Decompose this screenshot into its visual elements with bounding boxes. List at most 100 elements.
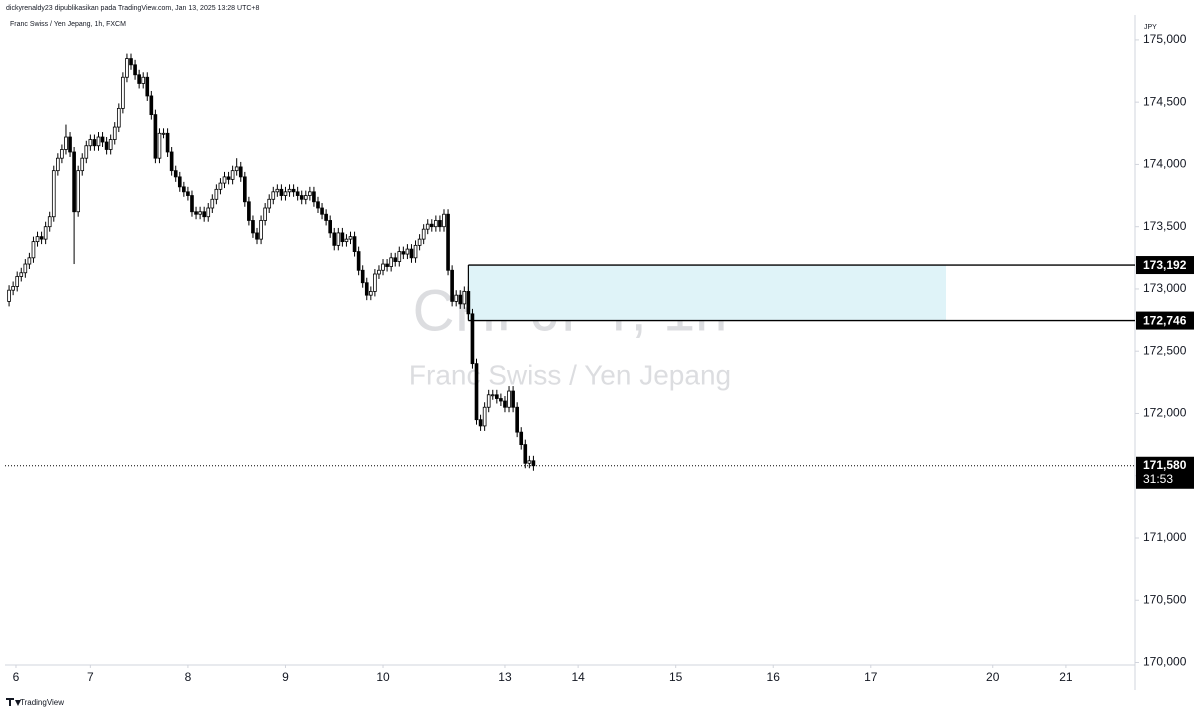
- candle-body: [401, 251, 406, 255]
- candle-body: [15, 276, 20, 287]
- candle-body: [417, 238, 422, 246]
- x-tick-label: 17: [864, 670, 878, 684]
- x-tick-label: 21: [1059, 670, 1073, 684]
- candle-body: [68, 136, 72, 153]
- candle-body: [429, 223, 434, 228]
- zone-label: 172,746: [1143, 314, 1187, 328]
- candle-body: [31, 241, 36, 259]
- candle-body: [515, 406, 519, 433]
- candle-body: [478, 419, 483, 427]
- candle-body: [434, 220, 438, 228]
- candle-body: [446, 213, 450, 271]
- candle-body: [425, 223, 430, 230]
- publisher: dickyrenaldy23 dipublikasikan pada Tradi…: [6, 5, 259, 12]
- candle-body: [523, 444, 528, 464]
- zone-label: 173,192: [1143, 258, 1187, 272]
- candle-body: [165, 132, 170, 153]
- y-tick-label: 172,500: [1143, 343, 1187, 357]
- logo: [6, 698, 21, 706]
- candle-body: [450, 269, 454, 302]
- candle-body: [157, 132, 162, 159]
- candle-body: [466, 291, 471, 315]
- currency: JPY: [1144, 24, 1157, 31]
- candle-body: [490, 394, 495, 397]
- x-tick-label: 8: [185, 670, 192, 684]
- candle-body: [364, 282, 369, 296]
- x-tick-label: 15: [669, 670, 683, 684]
- candle-body: [397, 251, 402, 262]
- candle-body: [495, 394, 499, 399]
- candle-body: [133, 64, 137, 76]
- candle-body: [137, 74, 141, 84]
- candle-body: [507, 390, 511, 408]
- candle-body: [531, 460, 536, 467]
- last-price-label: 171,580: [1143, 458, 1187, 472]
- candle-body: [295, 191, 300, 196]
- y-tick-label: 171,000: [1143, 530, 1187, 544]
- x-tick-label: 7: [87, 670, 94, 684]
- candle-body: [76, 170, 80, 213]
- countdown: 31:53: [1143, 472, 1173, 486]
- candle-body: [56, 157, 60, 172]
- candle-body: [336, 232, 341, 246]
- candle-body: [519, 431, 524, 445]
- candle-body: [19, 272, 24, 277]
- symbol-line: Franc Swiss / Yen Jepang, 1h, FXCM: [10, 21, 126, 28]
- candle-body: [92, 139, 97, 147]
- y-tick-label: 174,500: [1143, 94, 1187, 108]
- candle-body: [527, 460, 532, 464]
- candle-body: [51, 170, 56, 218]
- y-tick-label: 174,000: [1143, 157, 1187, 171]
- candle-body: [299, 195, 304, 200]
- candle-body: [255, 232, 259, 240]
- candle-body: [161, 132, 166, 135]
- candle-body: [35, 236, 40, 243]
- candle-body: [393, 257, 398, 262]
- y-tick-label: 173,500: [1143, 219, 1187, 233]
- candle-body: [121, 76, 125, 109]
- candle-body: [23, 263, 28, 274]
- candle-body: [153, 114, 158, 159]
- candle-body: [438, 220, 442, 228]
- candle-body: [373, 273, 377, 292]
- candle-body: [190, 195, 194, 213]
- x-tick-label: 20: [986, 670, 1000, 684]
- candle-body: [27, 257, 32, 265]
- candle-body: [474, 363, 479, 421]
- candle-body: [454, 294, 459, 302]
- candle-body: [275, 188, 280, 193]
- y-tick-label: 170,500: [1143, 592, 1187, 606]
- candle-body: [186, 191, 190, 196]
- candle-body: [234, 166, 239, 172]
- candle-body: [145, 76, 150, 97]
- watermark-sub: Franc Swiss / Yen Jepang: [409, 359, 731, 390]
- candle-body: [96, 136, 101, 147]
- candle-body: [405, 248, 410, 255]
- candle-body: [104, 141, 109, 150]
- candle-body: [226, 176, 231, 180]
- y-tick-label: 173,000: [1143, 281, 1187, 295]
- candle-body: [64, 136, 68, 150]
- candle-body: [198, 211, 202, 215]
- candle-body: [324, 213, 328, 221]
- candle-body: [116, 107, 121, 128]
- candle-body: [340, 232, 345, 243]
- candle-body: [503, 400, 507, 408]
- candle-body: [263, 207, 267, 221]
- candle-body: [303, 195, 308, 200]
- x-tick-label: 16: [767, 670, 781, 684]
- candle-body: [108, 139, 113, 150]
- candle-body: [385, 263, 389, 267]
- candle-body: [129, 58, 133, 66]
- candle-body: [348, 236, 353, 240]
- candle-body: [409, 248, 414, 259]
- candle-body: [458, 294, 463, 305]
- candle-body: [7, 289, 11, 302]
- candle-body: [88, 139, 93, 147]
- footer: TradingView: [20, 698, 64, 707]
- candle-body: [125, 58, 129, 78]
- candle-body: [389, 257, 393, 267]
- zone-label-box: [1136, 311, 1194, 330]
- candle-body: [11, 286, 15, 291]
